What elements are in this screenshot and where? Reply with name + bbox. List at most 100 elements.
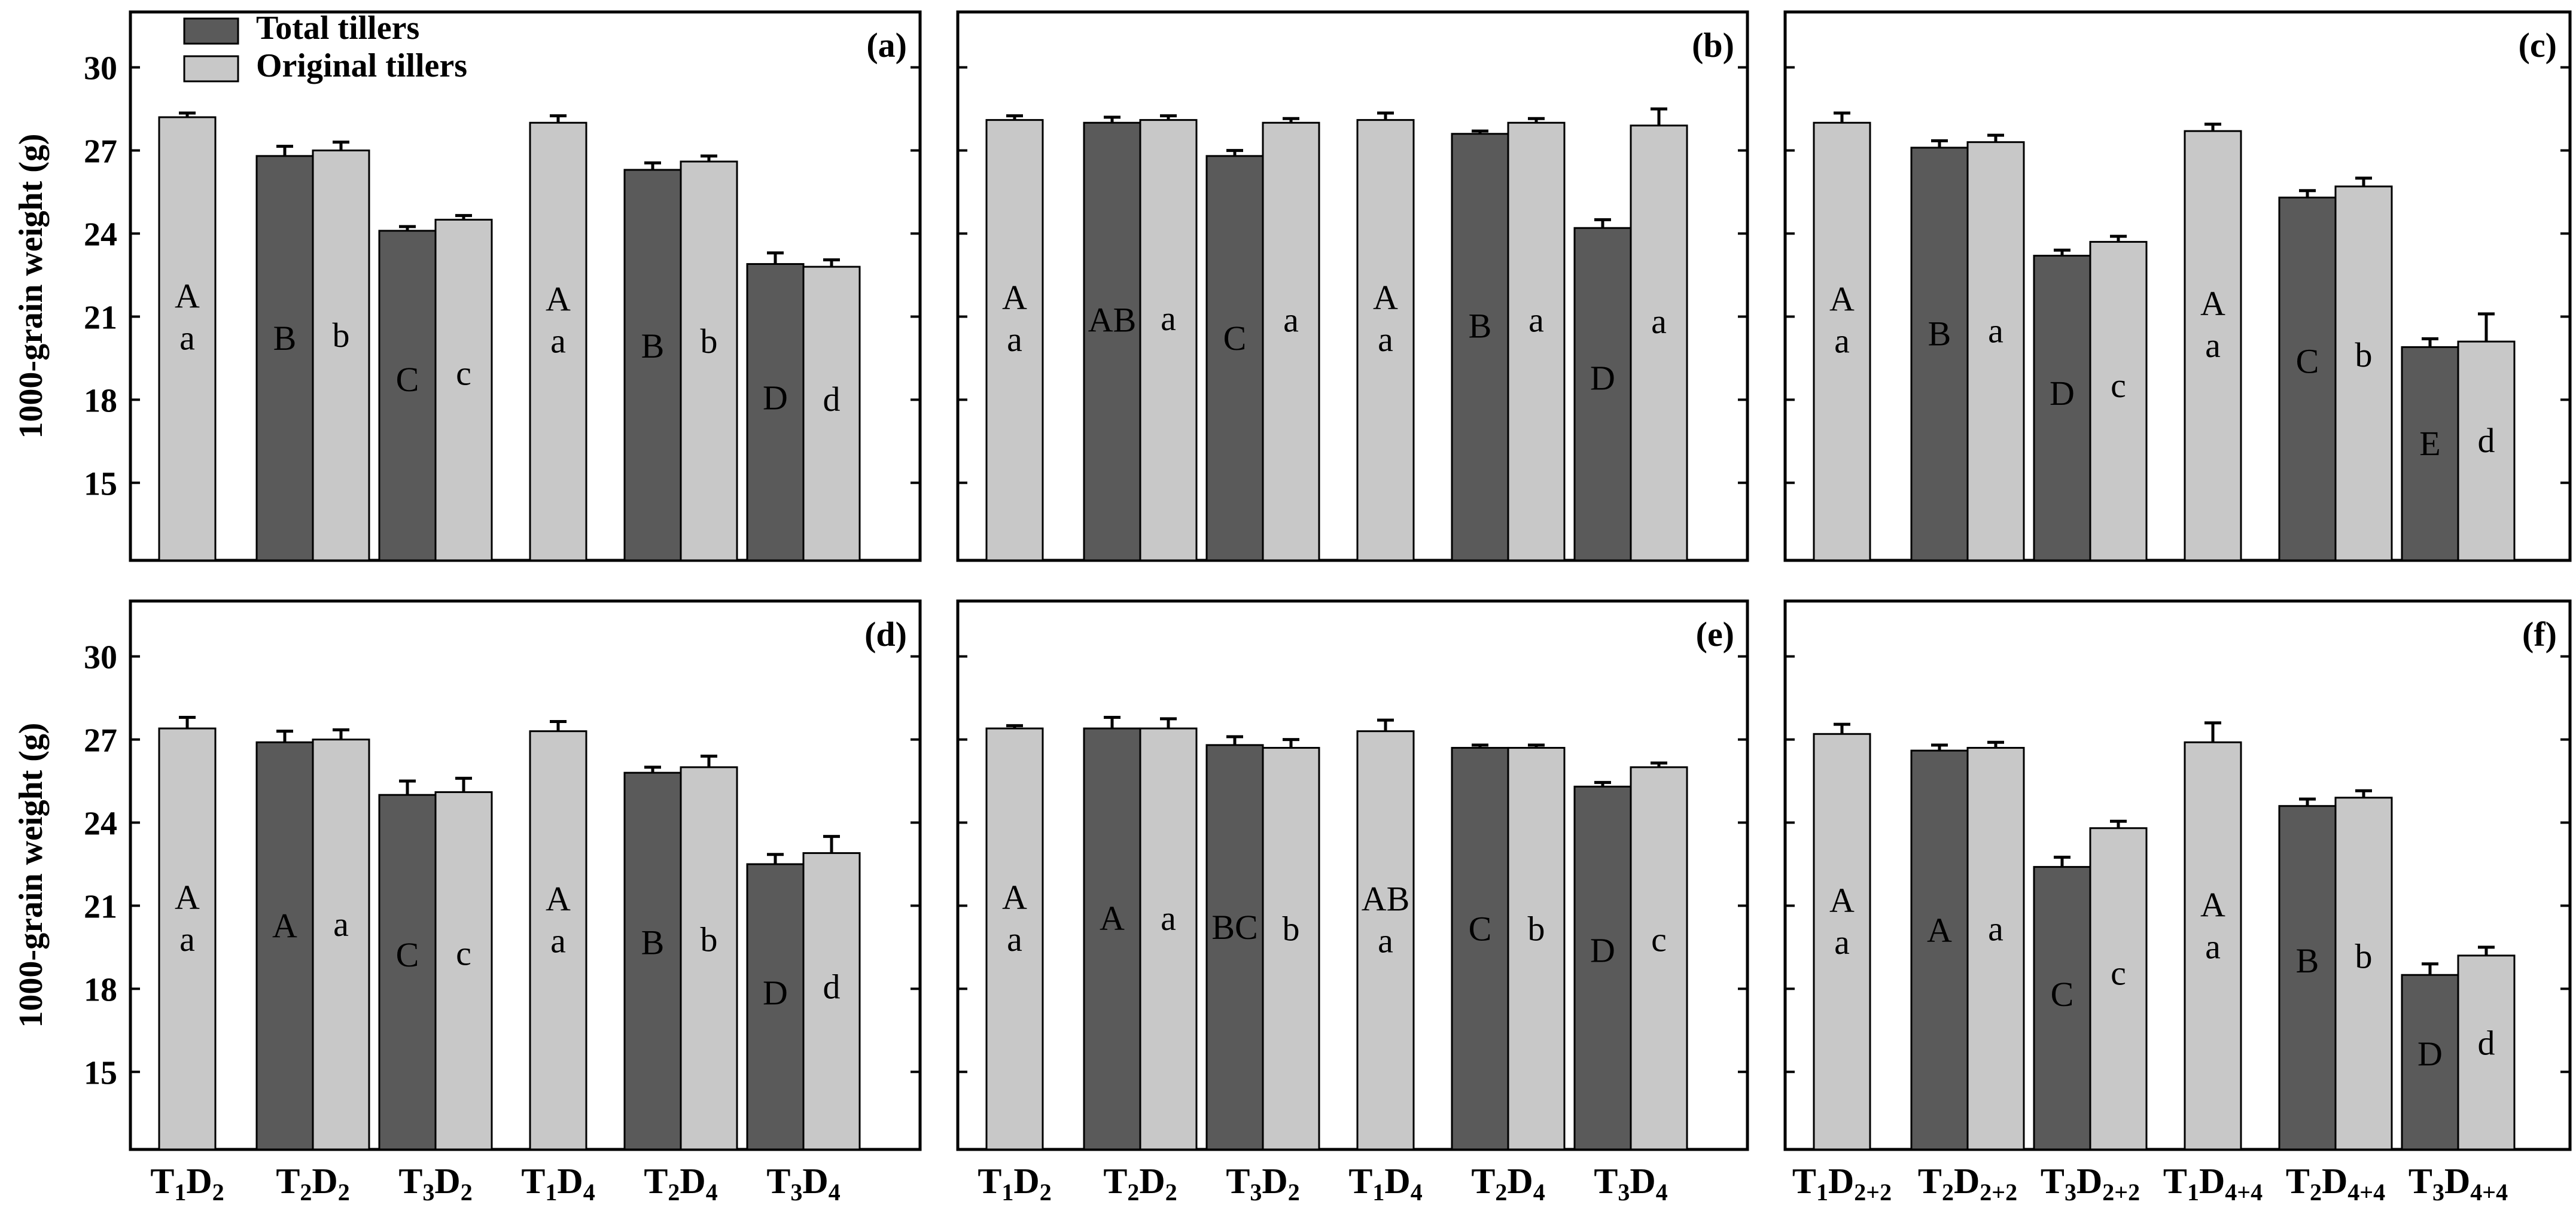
bar-original — [1630, 124, 1688, 562]
bar-original — [2457, 954, 2516, 1151]
y-tick-label: 21 — [84, 888, 117, 925]
significance-letter: b — [1528, 910, 1545, 948]
y-tick-label: 18 — [84, 382, 117, 419]
bar-total — [623, 169, 682, 562]
significance-letter: a — [550, 322, 566, 361]
legend-label-total: Total tillers — [256, 10, 419, 47]
y-tick-label: 18 — [84, 971, 117, 1008]
panel-frame — [129, 10, 922, 562]
significance-letter: A — [1002, 878, 1027, 917]
bar-original — [1262, 121, 1320, 562]
significance-letter: AB — [1362, 879, 1410, 918]
significance-letter: C — [1223, 319, 1247, 358]
x-tick-label: T1D4 — [521, 1161, 595, 1206]
x-tick-label: T1D2+2 — [1792, 1161, 1892, 1206]
significance-letter: a — [2205, 928, 2221, 966]
panel-label: (e) — [1696, 615, 1734, 654]
significance-letter: A — [1927, 911, 1952, 950]
bar-original — [2184, 741, 2242, 1151]
x-tick-label: T2D2+2 — [1918, 1161, 2017, 1206]
significance-letter: D — [2050, 374, 2075, 413]
significance-letter: E — [2419, 424, 2440, 463]
significance-letter: B — [641, 327, 665, 365]
significance-letter: C — [2296, 341, 2319, 380]
significance-letter: c — [2111, 366, 2126, 405]
bar-original — [1813, 733, 1871, 1151]
significance-letter: a — [1161, 899, 1176, 938]
significance-letter: D — [2417, 1035, 2443, 1073]
y-tick-label: 27 — [84, 722, 117, 760]
significance-letter: B — [1928, 314, 1951, 353]
significance-letter: B — [1469, 307, 1492, 346]
significance-letter: b — [1283, 910, 1300, 948]
significance-letter: C — [396, 360, 419, 399]
bar-original — [1139, 119, 1198, 562]
significance-letter: c — [456, 934, 471, 972]
x-tick-label: T2D2 — [1103, 1161, 1177, 1206]
significance-letter: a — [179, 318, 195, 357]
significance-letter: a — [1378, 921, 1393, 960]
significance-letter: A — [546, 879, 571, 918]
y-tick-label: 15 — [84, 465, 117, 502]
bar-original — [529, 121, 587, 562]
significance-letter: d — [2478, 1024, 2495, 1063]
significance-letter: A — [175, 276, 200, 315]
significance-letter: a — [550, 921, 566, 960]
bar-original — [1630, 766, 1688, 1151]
significance-letter: A — [2200, 284, 2225, 323]
significance-letter: A — [272, 907, 297, 946]
x-tick-label: T2D4 — [1471, 1161, 1545, 1206]
bar-original — [680, 766, 738, 1151]
bar-total — [1205, 744, 1264, 1151]
bar-original — [1507, 746, 1566, 1151]
x-tick-label: T1D2 — [978, 1161, 1051, 1206]
bar-total — [2033, 866, 2091, 1151]
panel-label: (a) — [866, 26, 907, 65]
significance-letter: B — [641, 923, 665, 962]
bar-original — [680, 160, 738, 562]
panel-label: (f) — [2522, 615, 2557, 654]
bar-total — [1083, 727, 1141, 1151]
bar-total — [1573, 227, 1632, 562]
significance-letter: D — [763, 378, 788, 417]
bar-total — [255, 155, 314, 562]
significance-letter: A — [546, 280, 571, 319]
significance-letter: B — [273, 319, 297, 358]
y-tick-label: 15 — [84, 1054, 117, 1091]
significance-letter: a — [1161, 299, 1176, 338]
bar-original — [802, 266, 861, 562]
significance-letter: a — [1988, 910, 2003, 948]
significance-letter: A — [175, 878, 200, 917]
bar-total — [1083, 121, 1141, 562]
panel-frame — [956, 10, 1749, 562]
significance-letter: a — [1651, 302, 1667, 341]
panel-label: (b) — [1692, 26, 1734, 65]
bar-total — [1910, 147, 1969, 562]
bar-total — [378, 230, 437, 562]
significance-letter: BC — [1211, 908, 1257, 947]
bar-original — [434, 218, 493, 562]
significance-letter: a — [1283, 301, 1299, 340]
x-tick-label: T3D2 — [1226, 1161, 1299, 1206]
bar-total — [2401, 974, 2459, 1151]
y-tick-label: 30 — [84, 50, 117, 87]
panel-frame — [1783, 599, 2572, 1151]
significance-letter: a — [2205, 326, 2221, 365]
bar-total — [746, 863, 805, 1151]
y-tick-label: 24 — [84, 216, 117, 254]
significance-letter: A — [1100, 899, 1125, 938]
significance-letter: d — [2478, 421, 2495, 460]
significance-letter: b — [701, 322, 718, 361]
significance-letter: b — [701, 920, 718, 959]
significance-letter: a — [1834, 923, 1850, 962]
bar-total — [1451, 133, 1509, 562]
significance-letter: A — [1373, 278, 1398, 317]
bar-original — [2334, 185, 2393, 562]
significance-letter: d — [823, 967, 841, 1006]
x-tick-label: T2D2 — [276, 1161, 349, 1206]
x-tick-label: T3D4 — [1594, 1161, 1667, 1206]
x-tick-label: T3D4+4 — [2408, 1161, 2508, 1206]
bar-total — [2033, 255, 2091, 562]
panel-frame — [129, 599, 922, 1151]
